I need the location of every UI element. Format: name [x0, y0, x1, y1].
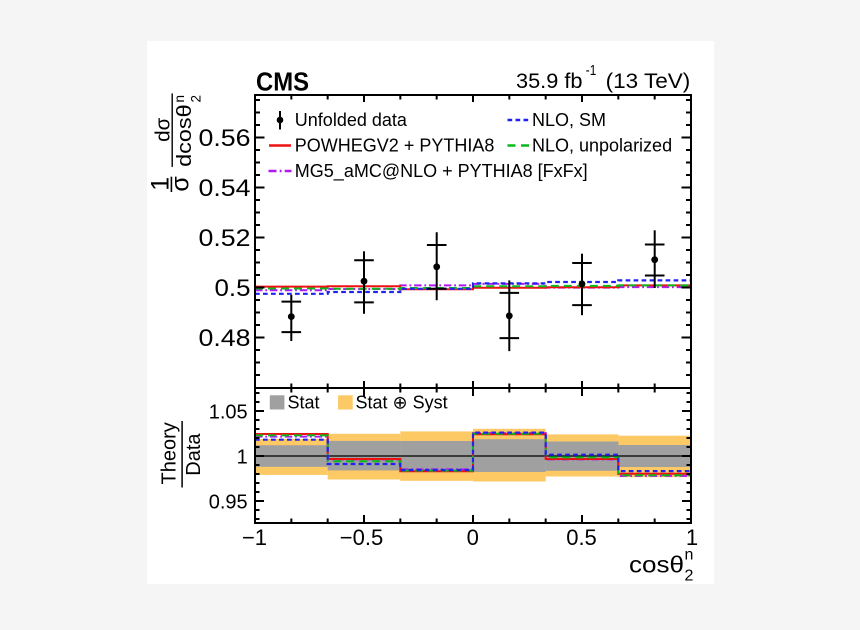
- svg-text:MG5_aMC@NLO + PYTHIA8 [FxFx]: MG5_aMC@NLO + PYTHIA8 [FxFx]: [295, 161, 588, 182]
- svg-text:dσ: dσ: [153, 117, 175, 142]
- svg-text:2: 2: [189, 95, 204, 103]
- svg-text:1.05: 1.05: [209, 401, 248, 423]
- svg-text:NLO, SM: NLO, SM: [532, 110, 606, 130]
- svg-text:Unfolded data: Unfolded data: [295, 110, 408, 130]
- svg-text:Data: Data: [183, 433, 205, 476]
- svg-text:σ: σ: [166, 176, 194, 192]
- svg-text:1: 1: [237, 446, 248, 468]
- svg-text:0: 0: [467, 525, 479, 550]
- svg-text:-1: -1: [586, 62, 597, 79]
- svg-text:35.9 fb: 35.9 fb: [516, 69, 583, 93]
- svg-text:dcosθ: dcosθ: [174, 104, 196, 167]
- svg-text:1: 1: [686, 525, 698, 550]
- svg-text:−1: −1: [242, 525, 267, 550]
- svg-text:cosθ: cosθ: [629, 552, 684, 578]
- svg-text:Theory: Theory: [159, 422, 181, 484]
- svg-text:1: 1: [147, 177, 175, 191]
- svg-text:0.52: 0.52: [199, 225, 251, 252]
- svg-text:POWHEGV2 + PYTHIA8: POWHEGV2 + PYTHIA8: [295, 136, 495, 156]
- svg-text:CMS: CMS: [256, 67, 309, 97]
- svg-text:−0.5: −0.5: [340, 525, 383, 550]
- svg-text:n: n: [685, 547, 694, 564]
- svg-text:Stat: Stat: [288, 393, 320, 413]
- svg-text:(13 TeV): (13 TeV): [606, 69, 691, 93]
- svg-text:0.48: 0.48: [199, 325, 251, 352]
- svg-text:0.5: 0.5: [215, 275, 251, 302]
- svg-text:2: 2: [685, 568, 694, 585]
- svg-text:n: n: [172, 95, 187, 103]
- svg-text:NLO, unpolarized: NLO, unpolarized: [532, 136, 672, 156]
- svg-text:0.95: 0.95: [209, 491, 248, 513]
- svg-text:0.5: 0.5: [566, 525, 597, 550]
- svg-text:0.54: 0.54: [199, 175, 251, 202]
- svg-text:Stat ⊕ Syst: Stat ⊕ Syst: [356, 393, 448, 413]
- svg-text:0.56: 0.56: [199, 125, 251, 152]
